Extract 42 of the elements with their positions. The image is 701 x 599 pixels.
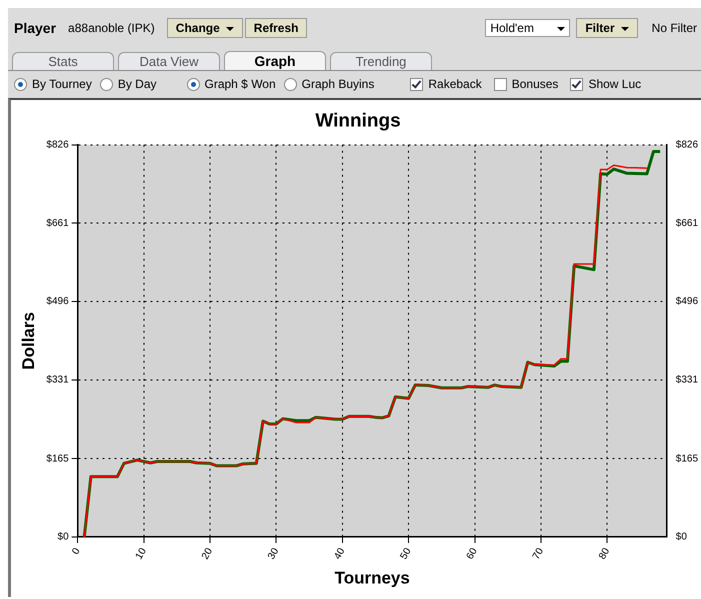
y2-tick-label: $496 bbox=[676, 296, 698, 308]
x-tick-label: 80 bbox=[597, 546, 612, 562]
x-axis-title: Tourneys bbox=[334, 568, 410, 588]
x-tick-label: 70 bbox=[530, 546, 546, 562]
text: a88anoble (IPK) bbox=[68, 21, 155, 35]
y-tick-label: $165 bbox=[46, 453, 70, 464]
y-tick-label: $496 bbox=[46, 296, 70, 308]
text: Rakeback bbox=[427, 76, 482, 92]
text: Show Luc bbox=[587, 76, 642, 92]
text: By Tourney bbox=[31, 76, 92, 92]
text: Player bbox=[14, 20, 56, 36]
x-tick-label: 40 bbox=[332, 546, 348, 562]
y2-tick-label: $165 bbox=[676, 453, 698, 464]
text: Graph $ Won bbox=[204, 76, 276, 92]
y-tick-label: $661 bbox=[46, 218, 70, 229]
y-tick-label: $0 bbox=[58, 532, 70, 543]
y-tick-label: $331 bbox=[46, 374, 70, 386]
x-tick-label: 30 bbox=[266, 546, 282, 562]
text: Change bbox=[166, 18, 243, 38]
x-tick-label: 10 bbox=[134, 546, 150, 562]
x-tick-label: 60 bbox=[464, 546, 480, 562]
text: Hold'em bbox=[485, 19, 570, 37]
x-tick-label: 50 bbox=[398, 546, 414, 562]
text: Graph Buyins bbox=[300, 76, 374, 92]
x-tick-label: 20 bbox=[200, 546, 216, 562]
y-tick-label: $826 bbox=[46, 140, 70, 151]
text: Bonuses bbox=[510, 76, 558, 92]
y2-tick-label: $826 bbox=[676, 140, 698, 151]
y-axis-title: Dollars bbox=[18, 312, 38, 370]
text: Trending bbox=[330, 52, 432, 70]
text: Stats bbox=[12, 52, 114, 70]
chart-title: Winnings bbox=[315, 110, 401, 132]
text: By Day bbox=[116, 76, 156, 92]
text: Filter bbox=[576, 18, 638, 38]
y2-tick-label: $661 bbox=[676, 218, 698, 229]
text: Refresh bbox=[244, 18, 308, 38]
x-tick-label: 0 bbox=[70, 546, 83, 557]
text: Graph bbox=[224, 51, 326, 70]
y2-tick-label: $331 bbox=[676, 374, 698, 386]
text: Data View bbox=[118, 52, 220, 70]
text: No Filter bbox=[652, 21, 697, 35]
y2-tick-label: $0 bbox=[676, 532, 688, 543]
